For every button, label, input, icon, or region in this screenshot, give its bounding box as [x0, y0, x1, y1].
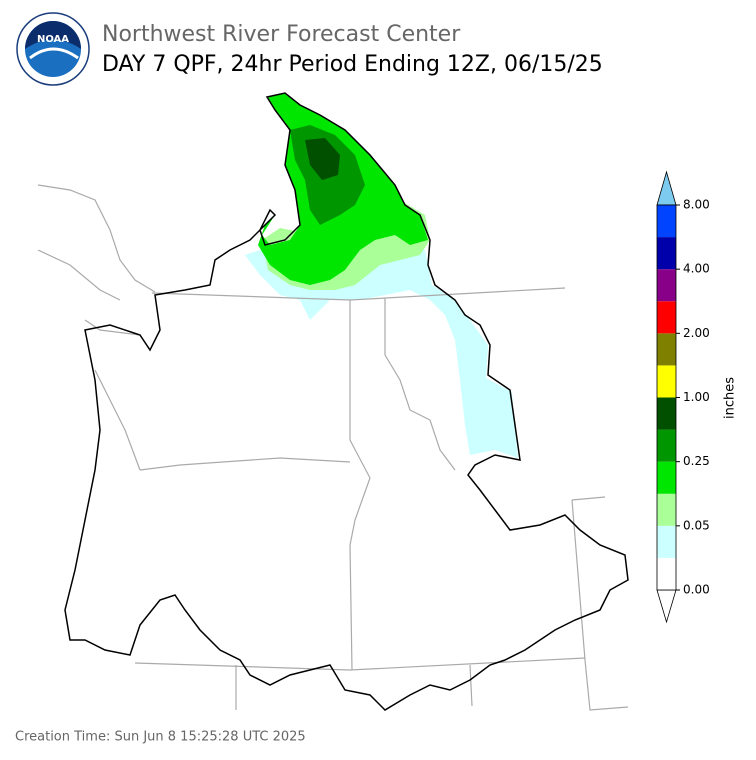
precip-heavier — [305, 138, 340, 180]
colorbar-tick-label: 0.05 — [683, 518, 710, 532]
color-bin — [657, 525, 676, 558]
colorbar-tick-label: 4.00 — [683, 262, 710, 276]
color-bin — [657, 557, 676, 590]
state-line — [134, 657, 586, 671]
basin-outline — [64, 92, 629, 711]
color-bin — [657, 461, 676, 494]
colorbar-tick-label: 1.00 — [683, 390, 710, 404]
map — [37, 92, 629, 711]
colorbar-tick-label: 8.00 — [683, 198, 710, 212]
noaa-logo: NOAA — [16, 12, 90, 86]
state-line — [571, 496, 629, 711]
colorbar-tick-label: 0.00 — [683, 583, 710, 597]
color-bin — [657, 365, 676, 398]
color-bin — [657, 269, 676, 302]
state-line — [384, 298, 456, 471]
logo-text: NOAA — [37, 34, 69, 45]
creation-time: Creation Time: Sun Jun 8 15:25:28 UTC 20… — [15, 730, 306, 745]
colorbar-under — [656, 589, 677, 624]
state-line — [139, 457, 351, 471]
precip-light — [245, 235, 518, 458]
colorbar-label: inches — [723, 377, 738, 419]
color-bin — [657, 397, 676, 430]
color-bin — [657, 493, 676, 526]
color-bin — [657, 301, 676, 334]
colorbar-tick-label: 0.25 — [683, 454, 710, 468]
coastline — [37, 184, 156, 471]
color-bin — [657, 333, 676, 366]
color-bin — [657, 205, 676, 238]
color-bin — [657, 237, 676, 270]
colorbar-tick-label: 2.00 — [683, 326, 710, 340]
agency-title: Northwest River Forecast Center — [102, 22, 461, 47]
color-bin — [657, 429, 676, 462]
map-title: DAY 7 QPF, 24hr Period Ending 12Z, 06/15… — [102, 52, 603, 77]
state-line — [235, 664, 473, 710]
colorbar: 0.00 0.05 0.25 1.00 2.00 4.00 8.00 — [656, 170, 710, 624]
state-line — [349, 300, 371, 671]
colorbar-over — [656, 170, 677, 206]
